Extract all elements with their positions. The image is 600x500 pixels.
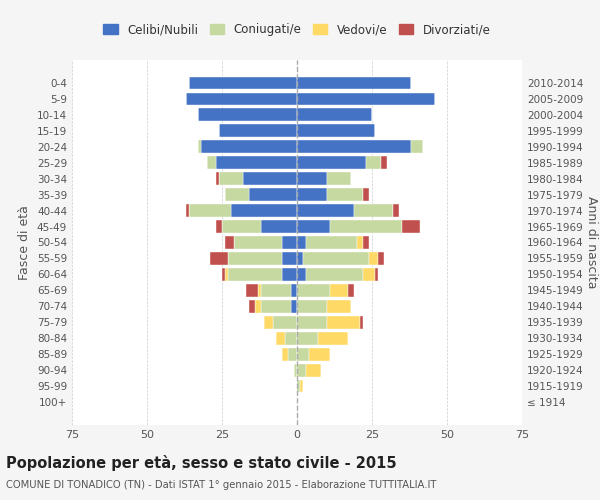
Bar bbox=[264, 316, 273, 328]
Bar bbox=[297, 316, 327, 328]
Bar bbox=[261, 284, 291, 296]
Bar bbox=[261, 300, 291, 312]
Bar bbox=[189, 204, 231, 217]
Bar bbox=[285, 332, 297, 344]
Bar bbox=[243, 172, 297, 185]
Bar bbox=[297, 236, 306, 249]
Bar bbox=[375, 268, 378, 281]
Bar bbox=[327, 188, 363, 201]
Bar bbox=[360, 316, 363, 328]
Bar bbox=[198, 140, 201, 153]
Bar bbox=[330, 220, 402, 233]
Bar bbox=[297, 108, 372, 122]
Bar bbox=[258, 284, 261, 296]
Bar bbox=[297, 188, 327, 201]
Bar bbox=[246, 284, 258, 296]
Bar bbox=[228, 252, 282, 265]
Bar bbox=[402, 220, 420, 233]
Bar bbox=[219, 172, 243, 185]
Bar bbox=[357, 236, 363, 249]
Bar bbox=[366, 156, 381, 169]
Bar bbox=[273, 316, 297, 328]
Bar bbox=[363, 236, 369, 249]
Bar bbox=[207, 156, 216, 169]
Bar bbox=[411, 140, 423, 153]
Bar bbox=[231, 204, 297, 217]
Bar bbox=[294, 364, 297, 376]
Bar bbox=[234, 236, 282, 249]
Bar bbox=[297, 348, 309, 360]
Bar bbox=[297, 332, 318, 344]
Bar bbox=[297, 252, 303, 265]
Bar bbox=[393, 204, 399, 217]
Bar bbox=[330, 284, 348, 296]
Bar bbox=[201, 140, 297, 153]
Bar bbox=[282, 252, 297, 265]
Bar bbox=[282, 348, 288, 360]
Bar bbox=[249, 188, 297, 201]
Bar bbox=[363, 268, 375, 281]
Bar bbox=[282, 268, 297, 281]
Bar bbox=[306, 364, 321, 376]
Y-axis label: Fasce di età: Fasce di età bbox=[19, 205, 31, 280]
Bar bbox=[210, 252, 228, 265]
Bar bbox=[309, 348, 330, 360]
Bar bbox=[297, 220, 330, 233]
Bar bbox=[216, 220, 222, 233]
Bar bbox=[282, 236, 297, 249]
Bar bbox=[249, 300, 255, 312]
Bar bbox=[291, 300, 297, 312]
Legend: Celibi/Nubili, Coniugati/e, Vedovi/e, Divorziati/e: Celibi/Nubili, Coniugati/e, Vedovi/e, Di… bbox=[98, 18, 496, 41]
Bar bbox=[300, 380, 303, 392]
Bar bbox=[225, 236, 234, 249]
Bar bbox=[276, 332, 285, 344]
Text: COMUNE DI TONADICO (TN) - Dati ISTAT 1° gennaio 2015 - Elaborazione TUTTITALIA.I: COMUNE DI TONADICO (TN) - Dati ISTAT 1° … bbox=[6, 480, 436, 490]
Bar bbox=[297, 140, 411, 153]
Bar bbox=[369, 252, 378, 265]
Bar bbox=[327, 300, 351, 312]
Bar bbox=[303, 252, 369, 265]
Bar bbox=[297, 364, 306, 376]
Bar bbox=[297, 284, 330, 296]
Bar bbox=[297, 300, 327, 312]
Bar bbox=[378, 252, 384, 265]
Bar bbox=[348, 284, 354, 296]
Bar bbox=[297, 204, 354, 217]
Bar bbox=[288, 348, 297, 360]
Bar bbox=[189, 76, 297, 90]
Bar bbox=[198, 108, 297, 122]
Y-axis label: Anni di nascita: Anni di nascita bbox=[584, 196, 598, 289]
Bar bbox=[225, 268, 228, 281]
Bar bbox=[216, 156, 297, 169]
Bar bbox=[354, 204, 393, 217]
Bar bbox=[216, 172, 219, 185]
Bar bbox=[318, 332, 348, 344]
Bar bbox=[297, 380, 300, 392]
Bar bbox=[186, 204, 189, 217]
Bar bbox=[327, 316, 360, 328]
Bar bbox=[297, 156, 366, 169]
Bar bbox=[363, 188, 369, 201]
Bar bbox=[222, 220, 261, 233]
Bar bbox=[306, 236, 357, 249]
Bar bbox=[222, 268, 225, 281]
Bar bbox=[255, 300, 261, 312]
Bar bbox=[186, 92, 297, 106]
Bar bbox=[291, 284, 297, 296]
Bar bbox=[297, 268, 306, 281]
Bar bbox=[297, 76, 411, 90]
Bar bbox=[219, 124, 297, 137]
Text: Popolazione per età, sesso e stato civile - 2015: Popolazione per età, sesso e stato civil… bbox=[6, 455, 397, 471]
Bar bbox=[297, 92, 435, 106]
Bar bbox=[297, 172, 327, 185]
Bar bbox=[381, 156, 387, 169]
Bar bbox=[327, 172, 351, 185]
Bar bbox=[261, 220, 297, 233]
Bar bbox=[228, 268, 282, 281]
Bar bbox=[225, 188, 249, 201]
Bar bbox=[297, 124, 375, 137]
Bar bbox=[306, 268, 363, 281]
